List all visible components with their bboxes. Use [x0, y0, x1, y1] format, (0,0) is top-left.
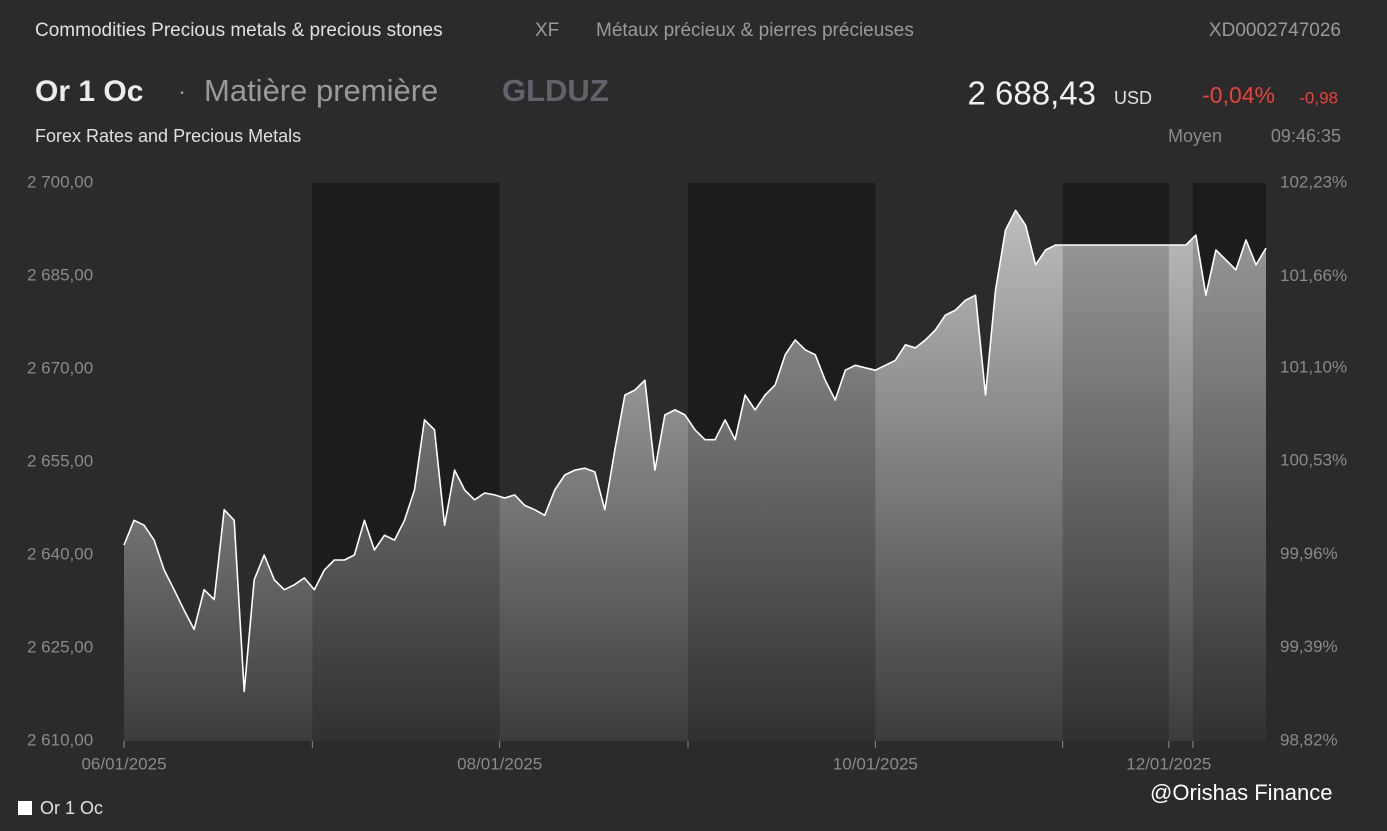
price-type: Moyen: [1168, 126, 1222, 146]
y2-tick-label: 100,53%: [1280, 451, 1347, 470]
band-shade: [687, 183, 876, 741]
band-shade: [312, 183, 500, 741]
category-fr: Métaux précieux & pierres précieuses: [596, 20, 914, 41]
x-tick-label: 10/01/2025: [833, 754, 918, 773]
time: 09:46:35: [1271, 126, 1341, 146]
y-tick-label: 2 670,00: [27, 358, 93, 377]
plot-area: 2 610,00 2 625,00 2 640,00 2 655,00 2 670,00…: [27, 172, 1347, 773]
y2-tick-label: 101,10%: [1280, 357, 1347, 376]
legend-swatch: [18, 801, 32, 815]
ticker: GLDUZ: [502, 73, 609, 108]
category: Commodities Precious metals & precious s…: [35, 20, 443, 41]
area-fill: [124, 210, 1266, 742]
y2-tick-label: 99,39%: [1280, 637, 1338, 656]
band-shade: [1062, 183, 1169, 741]
legend-label[interactable]: Or 1 Oc: [40, 798, 103, 818]
separator: ·: [178, 78, 186, 105]
isin: XD0002747026: [1209, 20, 1341, 41]
type-label: Matière première: [204, 73, 438, 108]
y-tick-label: 2 625,00: [27, 637, 93, 656]
source: Forex Rates and Precious Metals: [35, 126, 301, 146]
exchange: XF: [535, 20, 559, 41]
x-tick-label: 06/01/2025: [81, 754, 166, 773]
band-shade: [1192, 183, 1266, 741]
x-tick-label: 12/01/2025: [1126, 754, 1211, 773]
x-tick-label: 08/01/2025: [457, 754, 542, 773]
change-pct: -0,04%: [1202, 82, 1275, 108]
y-tick-label: 2 700,00: [27, 172, 93, 191]
change: -0,98: [1299, 88, 1338, 107]
y2-tick-label: 102,23%: [1280, 172, 1347, 191]
y-tick-label: 2 685,00: [27, 265, 93, 284]
y2-tick-label: 101,66%: [1280, 266, 1347, 285]
y2-tick-label: 98,82%: [1280, 730, 1338, 749]
price-line: [123, 209, 1267, 693]
watermark: @Orishas Finance: [1150, 780, 1333, 805]
y-tick-label: 2 640,00: [27, 544, 93, 563]
instrument-name: Or 1 Oc: [35, 75, 143, 108]
y-tick-label: 2 610,00: [27, 730, 93, 749]
currency: USD: [1114, 88, 1152, 108]
price: 2 688,43: [968, 75, 1096, 112]
y-tick-label: 2 655,00: [27, 451, 93, 470]
y2-tick-label: 99,96%: [1280, 544, 1338, 563]
